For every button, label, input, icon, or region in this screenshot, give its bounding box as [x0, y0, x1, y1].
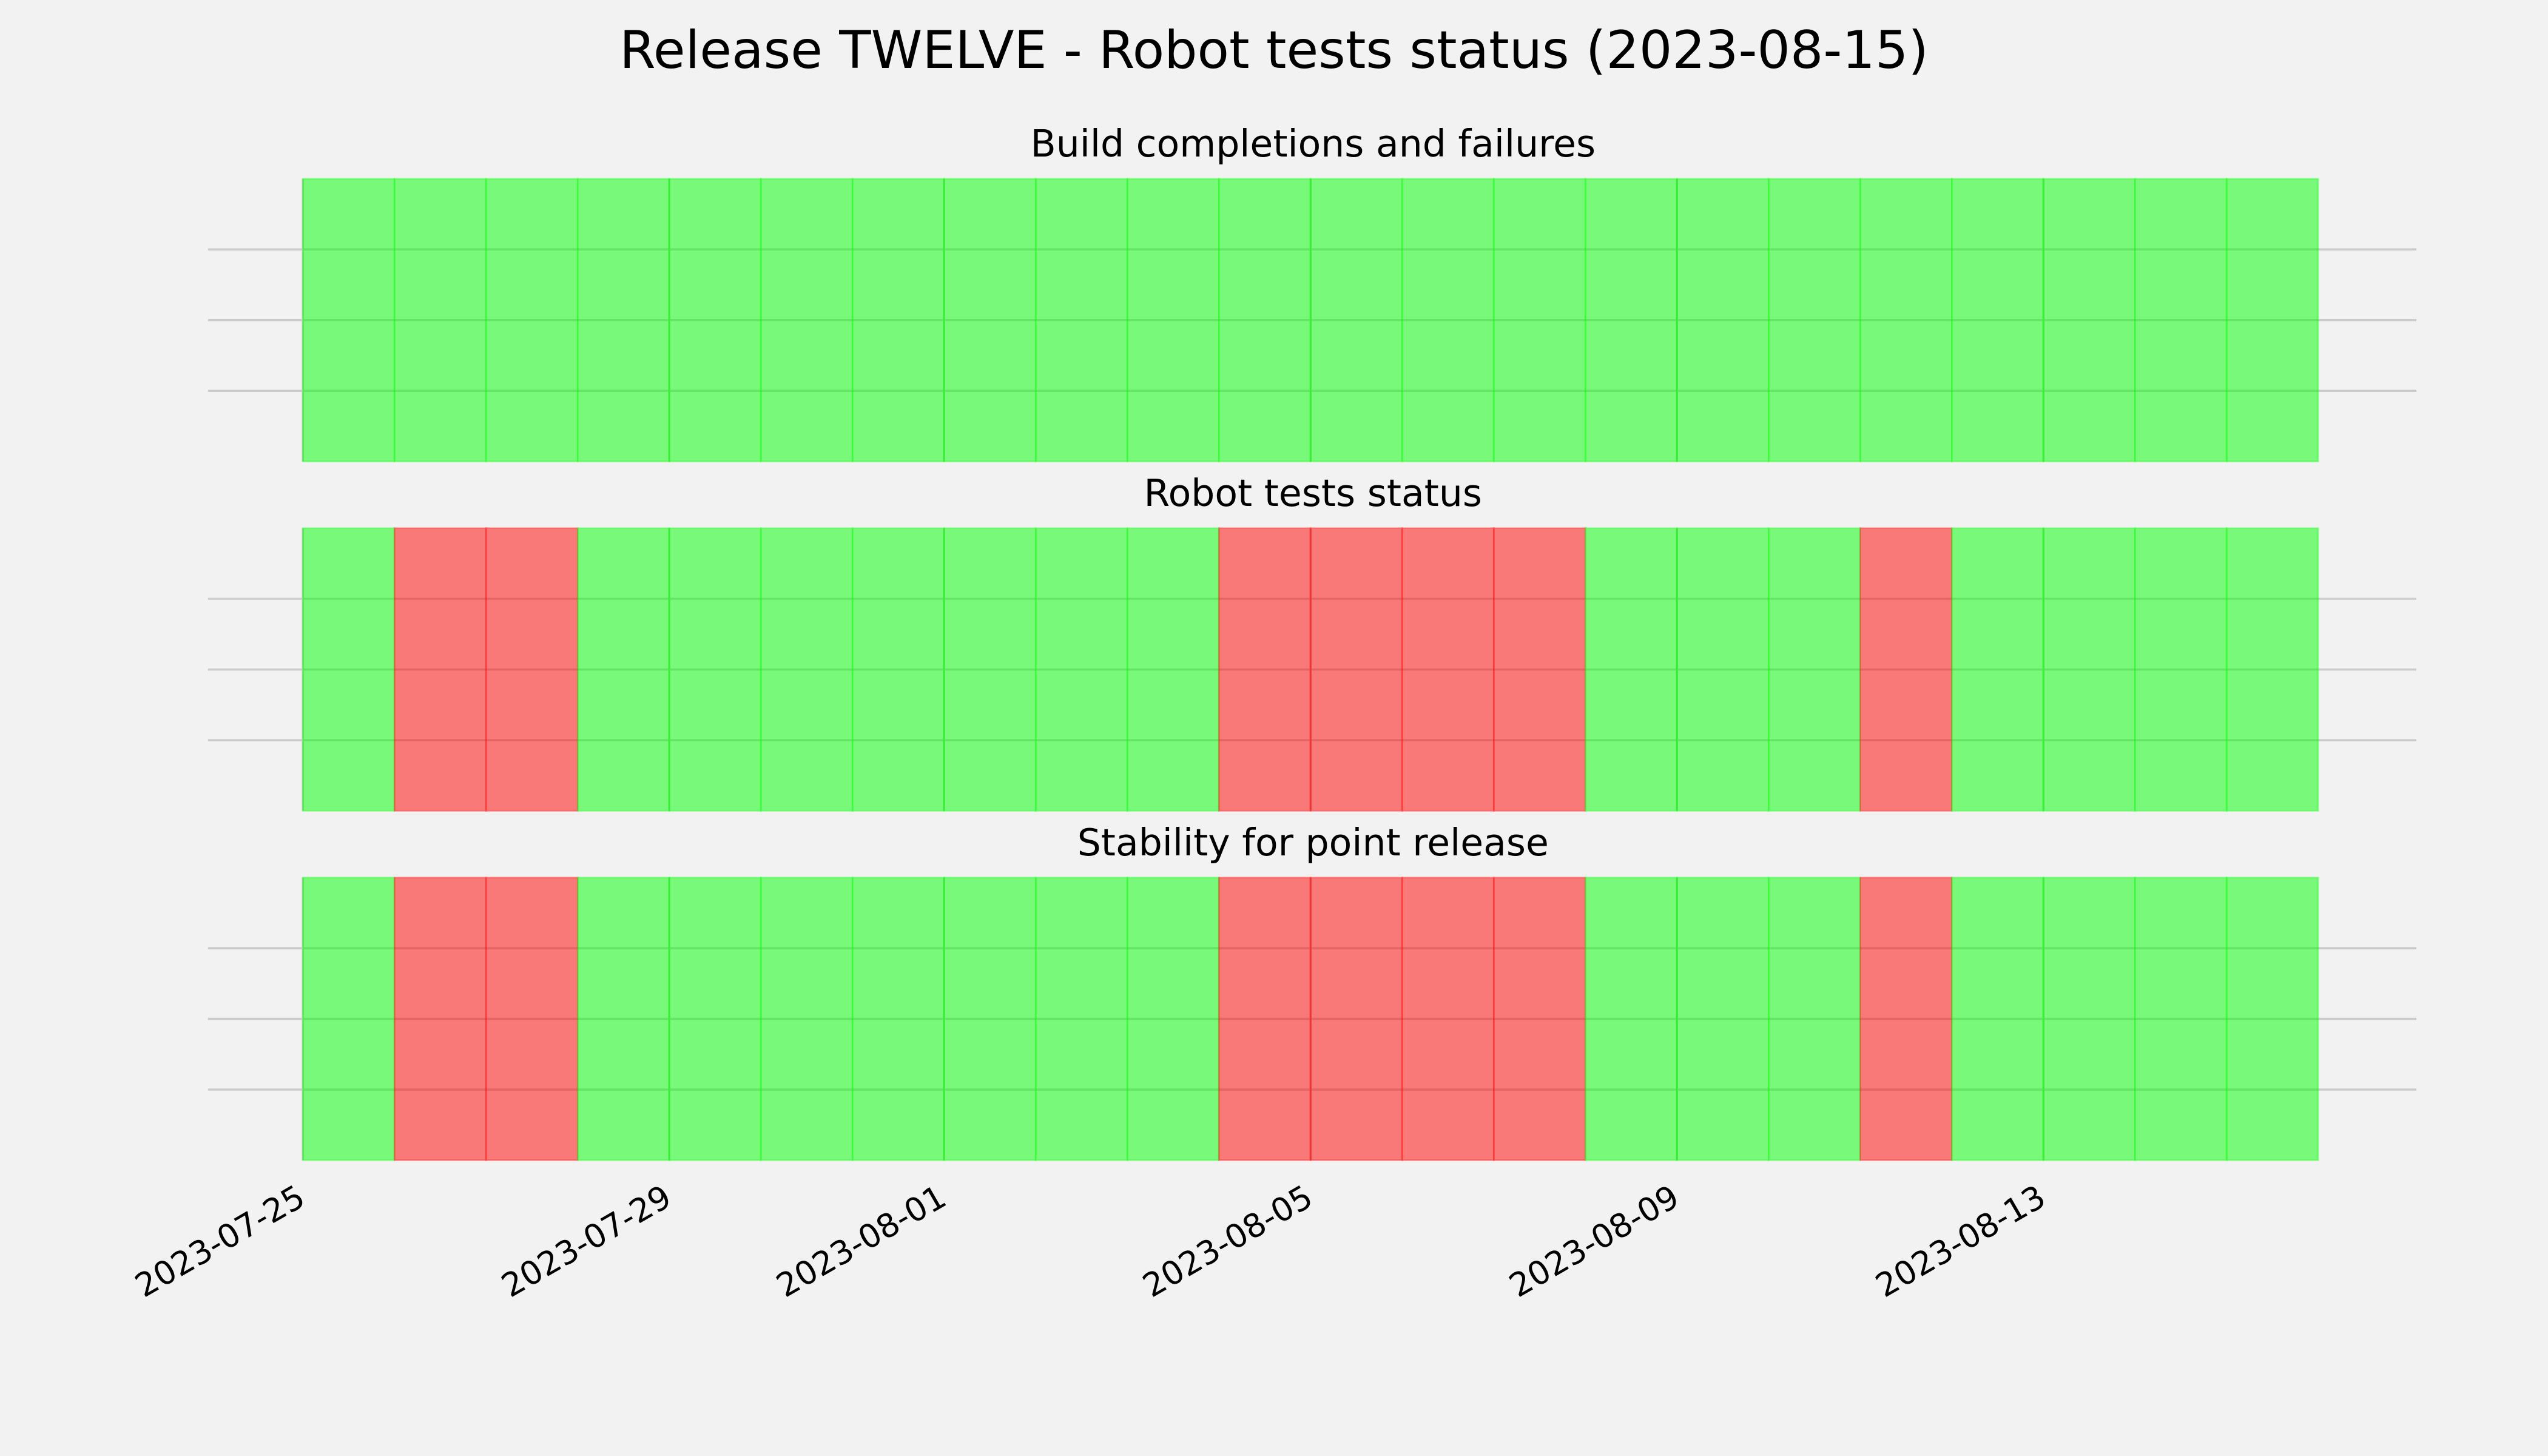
status-bar [1034, 877, 1128, 1161]
status-bar [2042, 178, 2136, 463]
status-bar [576, 877, 670, 1161]
status-bar [2225, 527, 2319, 812]
status-bar [1401, 178, 1495, 463]
status-bar [1950, 178, 2044, 463]
status-bar [1492, 178, 1586, 463]
subplot-title: Build completions and failures [1030, 122, 1596, 166]
status-bar [668, 178, 762, 463]
status-bar [1859, 527, 1953, 812]
status-bar [485, 178, 579, 463]
status-bar [1401, 877, 1495, 1161]
status-bar [2225, 178, 2319, 463]
status-bar [576, 527, 670, 812]
status-bar [1676, 527, 1770, 812]
status-bar [2134, 178, 2228, 463]
status-bar [485, 527, 579, 812]
status-bar [760, 527, 854, 812]
status-bar [1401, 527, 1495, 812]
status-bar [1126, 527, 1220, 812]
status-bar [1584, 178, 1678, 463]
status-bar [1859, 178, 1953, 463]
status-bar [851, 527, 945, 812]
status-bar [1309, 877, 1403, 1161]
status-bar [760, 178, 854, 463]
status-bar [1034, 527, 1128, 812]
status-bar [1218, 178, 1312, 463]
status-bar [1126, 877, 1220, 1161]
status-bar [668, 877, 762, 1161]
status-bar [943, 877, 1037, 1161]
status-bar [1676, 178, 1770, 463]
status-bar [1767, 877, 1861, 1161]
status-bar [2042, 877, 2136, 1161]
status-bar [1950, 877, 2044, 1161]
status-bar [1584, 527, 1678, 812]
status-bar [302, 877, 396, 1161]
status-bar [2134, 527, 2228, 812]
status-bar [1309, 527, 1403, 812]
status-bar [668, 527, 762, 812]
status-bar [851, 178, 945, 463]
subplot-title: Robot tests status [1144, 471, 1482, 515]
status-bar [1767, 178, 1861, 463]
status-bar [1309, 178, 1403, 463]
subplot-title: Stability for point release [1077, 821, 1549, 864]
status-bar [1492, 527, 1586, 812]
status-bar [1767, 527, 1861, 812]
status-bar [576, 178, 670, 463]
status-bar [851, 877, 945, 1161]
status-bar [1676, 877, 1770, 1161]
status-bar [1584, 877, 1678, 1161]
status-bar [302, 527, 396, 812]
status-bar [2134, 877, 2228, 1161]
status-bar [2042, 527, 2136, 812]
status-bar [1126, 178, 1220, 463]
status-bar [393, 178, 487, 463]
status-bar [2225, 877, 2319, 1161]
status-bar [302, 178, 396, 463]
status-bar [393, 877, 487, 1161]
status-bar [1218, 877, 1312, 1161]
status-bar [943, 178, 1037, 463]
chart-title: Release TWELVE - Robot tests status (202… [619, 20, 1929, 81]
status-bar [1950, 527, 2044, 812]
status-bar [1218, 527, 1312, 812]
status-bar [760, 877, 854, 1161]
status-bar [485, 877, 579, 1161]
status-bar [1492, 877, 1586, 1161]
status-bar [1859, 877, 1953, 1161]
status-bar [943, 527, 1037, 812]
status-bar [393, 527, 487, 812]
status-bar [1034, 178, 1128, 463]
